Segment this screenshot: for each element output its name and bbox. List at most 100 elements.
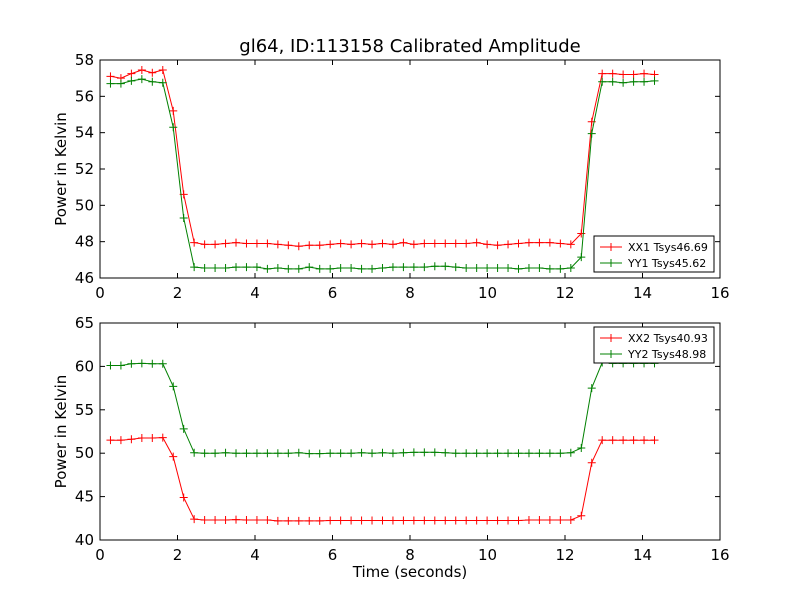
data-point (451, 263, 460, 272)
data-point (619, 78, 628, 87)
data-point (608, 436, 617, 445)
data-point (252, 449, 261, 458)
data-point (524, 238, 533, 247)
data-point (357, 264, 366, 273)
y-axis-label: Power in Kelvin (52, 375, 70, 489)
data-point (598, 436, 607, 445)
data-point (326, 264, 335, 273)
series-1 (106, 433, 659, 525)
data-point (179, 214, 188, 223)
data-point (127, 359, 136, 368)
y-tick-label: 50 (75, 196, 94, 214)
data-point (148, 359, 157, 368)
data-point (472, 449, 481, 458)
data-point (566, 448, 575, 457)
legend-entry: XX2 Tsys40.93 (628, 332, 708, 345)
data-point (211, 516, 220, 525)
y-tick-label: 40 (75, 531, 94, 549)
y-tick-label: 56 (75, 87, 94, 105)
data-point (462, 449, 471, 458)
data-point (179, 424, 188, 433)
data-point (169, 106, 178, 115)
data-point (556, 264, 565, 273)
data-point (336, 264, 345, 273)
data-point (535, 516, 544, 525)
data-point (483, 240, 492, 249)
data-point (472, 516, 481, 525)
data-point (378, 239, 387, 248)
data-point (420, 239, 429, 248)
data-point (148, 434, 157, 443)
data-point (284, 241, 293, 250)
x-tick-label: 16 (710, 284, 729, 302)
data-point (169, 452, 178, 461)
data-point (483, 516, 492, 525)
data-point (315, 264, 324, 273)
data-point (242, 449, 251, 458)
data-point (577, 443, 586, 452)
data-point (441, 448, 450, 457)
data-point (524, 516, 533, 525)
legend-box (593, 235, 715, 273)
data-point (273, 240, 282, 249)
x-tick-label: 12 (555, 546, 574, 564)
data-point (441, 239, 450, 248)
data-point (409, 240, 418, 249)
data-point (598, 77, 607, 86)
legend-entry: YY1 Tsys45.62 (627, 257, 706, 270)
data-point (451, 449, 460, 458)
y-tick-label: 48 (75, 233, 94, 251)
data-point (472, 238, 481, 247)
y-axis-label: Power in Kelvin (52, 112, 70, 226)
data-point (242, 239, 251, 248)
legend-box (593, 326, 715, 364)
data-point (619, 436, 628, 445)
data-point (535, 238, 544, 247)
data-point (493, 241, 502, 250)
data-point (315, 241, 324, 250)
data-point (315, 516, 324, 525)
data-point (326, 449, 335, 458)
data-point (137, 359, 146, 368)
data-point (441, 516, 450, 525)
data-point (305, 241, 314, 250)
y-tick-label: 60 (75, 357, 94, 375)
data-point (378, 516, 387, 525)
data-point (326, 516, 335, 525)
data-point (566, 240, 575, 249)
x-tick-label: 14 (633, 546, 652, 564)
x-tick-label: 0 (95, 284, 105, 302)
data-point (462, 516, 471, 525)
data-point (200, 516, 209, 525)
data-point (347, 449, 356, 458)
data-point (336, 516, 345, 525)
subplot-2: 0 2 4 6 8 10 12 14 16 40 45 50 55 60 65 Power in Kelvin… (52, 314, 730, 581)
data-point (116, 79, 125, 88)
data-point (430, 262, 439, 271)
data-point (200, 264, 209, 273)
y-tick-label: 52 (75, 160, 94, 178)
data-point (388, 516, 397, 525)
data-point (587, 458, 596, 467)
data-point (357, 516, 366, 525)
data-point (629, 70, 638, 79)
data-point (420, 448, 429, 457)
data-point (158, 65, 167, 74)
data-point (294, 264, 303, 273)
data-point (409, 448, 418, 457)
x-tick-label: 6 (328, 546, 338, 564)
data-point (305, 263, 314, 272)
data-point (399, 238, 408, 247)
data-point (420, 263, 429, 272)
data-point (587, 384, 596, 393)
data-point (221, 516, 230, 525)
data-point (629, 436, 638, 445)
data-point (190, 515, 199, 524)
data-point (378, 448, 387, 457)
data-point (493, 449, 502, 458)
y-tick-label: 58 (75, 51, 94, 69)
legend-entry: XX1 Tsys46.69 (628, 241, 708, 254)
data-point (221, 239, 230, 248)
x-tick-label: 2 (173, 546, 183, 564)
